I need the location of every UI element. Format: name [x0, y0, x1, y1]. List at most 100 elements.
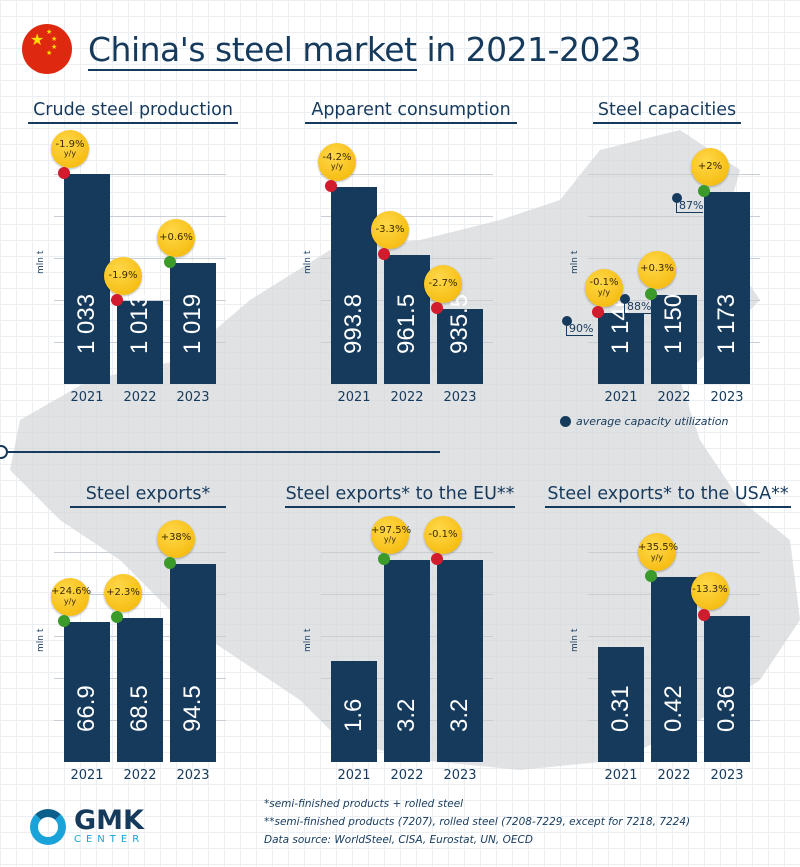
bar-2022[interactable]: 1 150 — [651, 294, 697, 384]
y-axis-unit: mln t — [570, 628, 580, 652]
utilization-legend: average capacity utilization — [560, 415, 729, 428]
bar-value-label: 961.5 — [393, 293, 420, 354]
chart-title: Crude steel production — [28, 100, 238, 124]
utilization-label: 90% — [566, 322, 594, 336]
change-value: -13.3% — [692, 584, 728, 596]
chart-title: Steel exports* to the USA** — [545, 484, 791, 508]
x-tick-label: 2022 — [657, 768, 691, 783]
change-badge: +0.6% — [157, 219, 195, 258]
change-value: +2.3% — [106, 586, 140, 598]
footnote: Data source: WorldSteel, CISA, Eurostat,… — [264, 834, 533, 846]
change-badge: -4.2% y/y — [318, 143, 356, 182]
x-tick-label: 2022 — [123, 768, 157, 783]
x-tick-label: 2023 — [443, 390, 477, 405]
bar-2021[interactable]: 1 146 — [598, 294, 644, 384]
gridline — [54, 300, 226, 301]
bar-value-label: 3.2 — [393, 698, 420, 732]
change-value: -0.1% — [589, 277, 619, 289]
bar-value-label: 1 019 — [179, 293, 206, 354]
decrease-dot — [431, 302, 443, 315]
utilization-dot — [672, 193, 682, 203]
footnote: **semi-finished products (7207), rolled … — [264, 816, 691, 828]
legend-dot-icon — [560, 416, 571, 427]
x-tick-label: 2022 — [657, 390, 691, 405]
change-badge: -13.3% — [691, 571, 729, 610]
change-value: -3.3% — [375, 223, 405, 235]
gridline — [54, 174, 226, 175]
page-title: China's steel market in 2021-2023 — [88, 30, 641, 71]
bar-2022[interactable]: 3.2 — [384, 560, 430, 762]
change-badge: +38% — [157, 519, 195, 558]
bar-2023[interactable]: 94.5 — [170, 563, 216, 762]
chart-title: Steel capacities — [593, 100, 741, 124]
change-badge: +97.5% y/y — [371, 516, 412, 555]
bar-2021[interactable]: 1 033 — [64, 174, 110, 384]
divider-dot — [0, 445, 8, 459]
change-badge: -0.1% y/y — [585, 268, 623, 307]
change-badge: +24.6% y/y — [51, 577, 91, 616]
change-value: -2.7% — [428, 278, 458, 290]
change-badge: +0.3% — [638, 250, 676, 289]
bar-value-label: 94.5 — [179, 685, 206, 732]
bar-2023[interactable]: 935.5 — [437, 294, 483, 384]
bar-2022[interactable]: 68.5 — [117, 618, 163, 762]
change-value: +0.6% — [159, 231, 193, 243]
gmk-center-logo: GMK CENTER — [30, 807, 144, 845]
x-tick-label: 2023 — [176, 768, 210, 783]
bar-2022[interactable]: 0.42 — [651, 577, 697, 762]
yoy-label: y/y — [650, 552, 664, 562]
x-tick-label: 2021 — [604, 390, 638, 405]
bar-value-label: 66.9 — [73, 685, 100, 732]
utilization-label: 88% — [624, 300, 652, 314]
bar-2022[interactable]: 1 013 — [117, 294, 163, 384]
decrease-dot — [111, 294, 123, 307]
x-tick-label: 2023 — [710, 390, 744, 405]
yoy-label: y/y — [63, 149, 77, 159]
bar-2023[interactable]: 3.2 — [437, 560, 483, 762]
bar-2023[interactable]: 0.36 — [704, 615, 750, 762]
y-axis-unit: mln t — [303, 628, 313, 652]
x-tick-label: 2021 — [604, 768, 638, 783]
change-value: +97.5% — [371, 524, 412, 536]
bar-2022[interactable]: 961.5 — [384, 254, 430, 384]
change-badge: +2.3% — [104, 574, 142, 613]
yoy-label: y/y — [383, 535, 397, 545]
chart-title: Steel exports* to the EU** — [285, 484, 515, 508]
utilization-dot — [620, 294, 630, 304]
change-badge: +2% — [691, 147, 729, 186]
bar-value-label: 1 013 — [126, 293, 153, 354]
change-value: +35.5% — [638, 542, 679, 553]
bar-2021[interactable]: 66.9 — [64, 621, 110, 762]
bar-value-label: 0.42 — [660, 685, 687, 732]
gridline — [54, 552, 226, 553]
y-axis-unit: mln t — [36, 628, 46, 652]
gridline — [588, 174, 760, 175]
bar-2021[interactable]: 993.8 — [331, 187, 377, 384]
gridline — [54, 258, 226, 259]
change-value: +2% — [697, 160, 723, 172]
decrease-dot — [592, 305, 604, 318]
bar-value-label: 1 033 — [73, 293, 100, 354]
decrease-dot — [58, 167, 70, 179]
bar-value-label: 1 173 — [713, 293, 740, 354]
change-value: -0.1% — [428, 528, 458, 540]
bar-2021[interactable]: 0.31 — [598, 647, 644, 762]
x-tick-label: 2022 — [390, 390, 424, 405]
increase-dot — [698, 184, 710, 197]
increase-dot — [58, 614, 70, 627]
x-tick-label: 2021 — [70, 768, 104, 783]
x-tick-label: 2023 — [710, 768, 744, 783]
gridline — [321, 216, 493, 217]
bar-2023[interactable]: 1 173 — [704, 191, 750, 384]
bar-value-label: 0.36 — [713, 685, 740, 732]
increase-dot — [111, 611, 123, 624]
y-axis-unit: mln t — [303, 250, 313, 274]
chart-title: Apparent consumption — [305, 100, 517, 124]
gridline — [321, 174, 493, 175]
change-badge: -1.9% — [104, 257, 142, 296]
bar-2023[interactable]: 1 019 — [170, 263, 216, 384]
increase-dot — [378, 553, 390, 566]
bar-2021[interactable]: 1.6 — [331, 661, 377, 762]
x-tick-label: 2022 — [390, 768, 424, 783]
change-value: +0.3% — [640, 263, 674, 275]
